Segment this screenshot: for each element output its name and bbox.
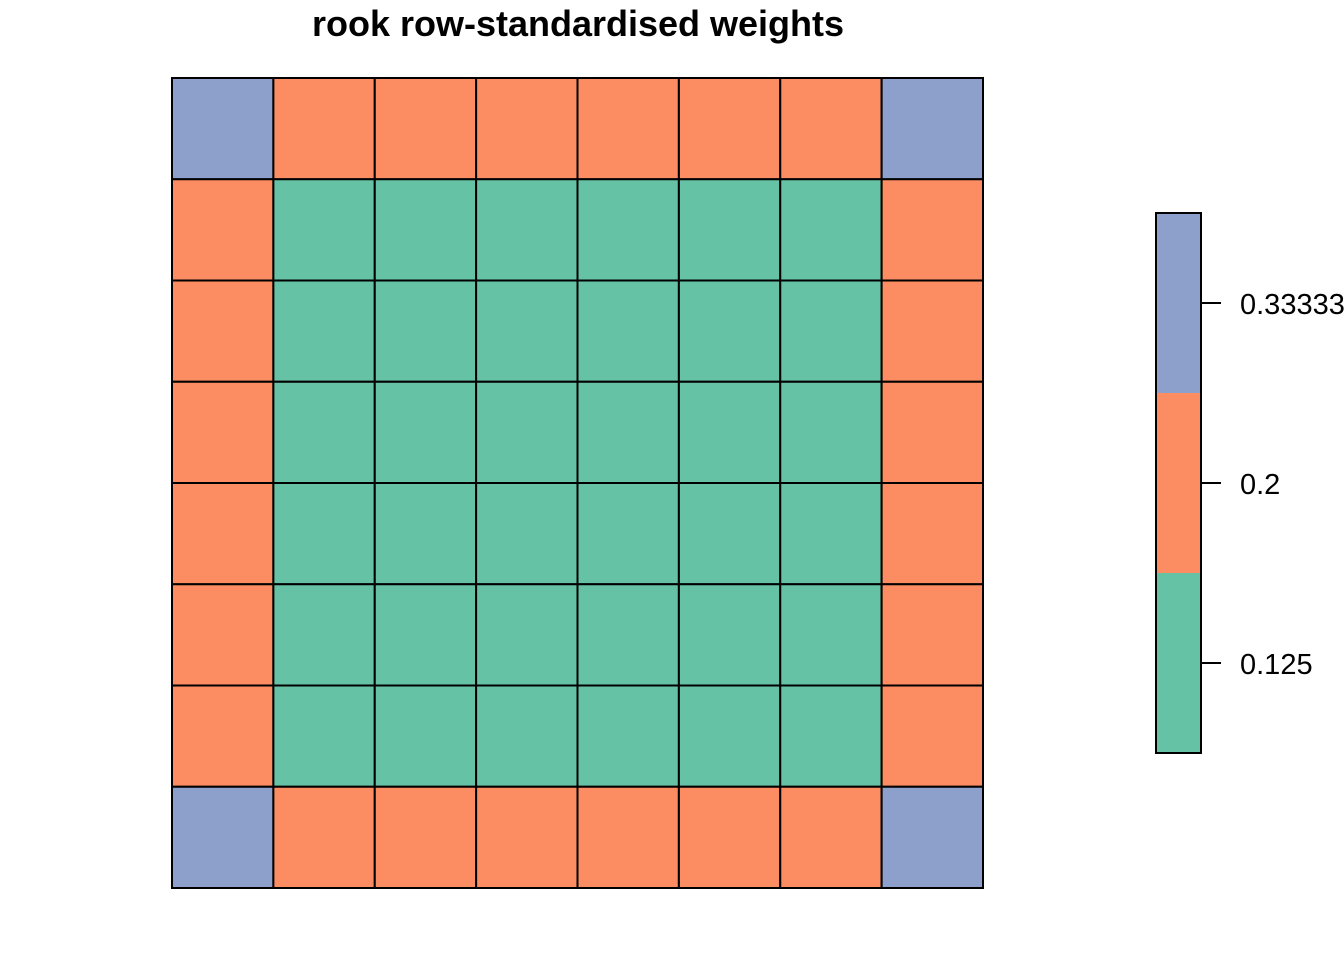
grid-cell-r6-c2 [272,583,376,687]
grid-cell-r7-c1 [171,684,275,788]
grid-cell-r8-c7 [779,785,883,889]
grid-cell-r7-c7 [779,684,883,788]
legend-label-3: 0.33333 [1240,289,1344,321]
grid-cell-r1-c1 [171,77,275,181]
grid-cell-r8-c8 [880,785,984,889]
grid-cell-r1-c6 [677,77,782,181]
grid-cell-r2-c1 [171,178,275,282]
grid-cell-r2-c4 [475,178,579,282]
grid-cell-r3-c1 [171,279,275,383]
grid-cell-r8-c2 [272,785,376,889]
grid-cell-r5-c7 [779,482,883,586]
grid-cell-r6-c5 [576,583,680,687]
grid-cell-r7-c2 [272,684,376,788]
grid-cell-r4-c7 [779,380,883,484]
grid-cell-r6-c6 [677,583,782,687]
grid-cell-r3-c3 [373,279,478,383]
legend-swatch-3 [1156,213,1201,393]
grid-cell-r7-c5 [576,684,680,788]
grid-cell-r6-c3 [373,583,478,687]
grid-cell-r3-c8 [880,279,984,383]
grid-cell-r1-c3 [373,77,478,181]
grid-cell-r6-c8 [880,583,984,687]
grid-cell-r2-c5 [576,178,680,282]
grid-cell-r4-c4 [475,380,579,484]
legend-swatch-1 [1156,573,1201,753]
grid-cell-r5-c2 [272,482,376,586]
grid-cell-r6-c4 [475,583,579,687]
grid-cell-r6-c7 [779,583,883,687]
grid-cell-r5-c1 [171,482,275,586]
legend-border [1155,212,1202,754]
grid-cell-r2-c3 [373,178,478,282]
grid-cell-r3-c4 [475,279,579,383]
chart-title: rook row-standardised weights [312,3,844,44]
grid-cell-r8-c6 [677,785,782,889]
grid-cell-r4-c6 [677,380,782,484]
grid-cell-r1-c7 [779,77,883,181]
grid-cell-r7-c8 [880,684,984,788]
weights-grid [171,77,984,889]
grid-cell-r2-c7 [779,178,883,282]
grid-cell-r8-c4 [475,785,579,889]
grid-cell-r6-c1 [171,583,275,687]
color-legend: 0.125 0.2 0.33333 [1155,212,1344,754]
grid-cell-r3-c7 [779,279,883,383]
grid-cell-r2-c8 [880,178,984,282]
grid-cell-r4-c8 [880,380,984,484]
grid-cell-r5-c5 [576,482,680,586]
grid-cell-r5-c8 [880,482,984,586]
grid-cell-r7-c3 [373,684,478,788]
grid-cell-r7-c6 [677,684,782,788]
grid-cell-r8-c5 [576,785,680,889]
grid-cell-r1-c5 [576,77,680,181]
grid-cell-r4-c1 [171,380,275,484]
grid-cell-r3-c6 [677,279,782,383]
grid-cell-r1-c4 [475,77,579,181]
grid-cell-r1-c8 [880,77,984,181]
grid-cell-r2-c2 [272,178,376,282]
legend-label-2: 0.2 [1240,469,1280,501]
grid-cell-r4-c5 [576,380,680,484]
grid-cell-r2-c6 [677,178,782,282]
grid-cell-r5-c3 [373,482,478,586]
legend-label-1: 0.125 [1240,649,1313,681]
grid-cell-r4-c2 [272,380,376,484]
grid-cell-r5-c4 [475,482,579,586]
grid-cell-r7-c4 [475,684,579,788]
grid-cell-r3-c2 [272,279,376,383]
grid-cell-r8-c3 [373,785,478,889]
grid-cell-r5-c6 [677,482,782,586]
grid-cell-r8-c1 [171,785,275,889]
grid-cell-r1-c2 [272,77,376,181]
legend-swatch-2 [1156,393,1201,573]
grid-cell-r3-c5 [576,279,680,383]
grid-cell-r4-c3 [373,380,478,484]
